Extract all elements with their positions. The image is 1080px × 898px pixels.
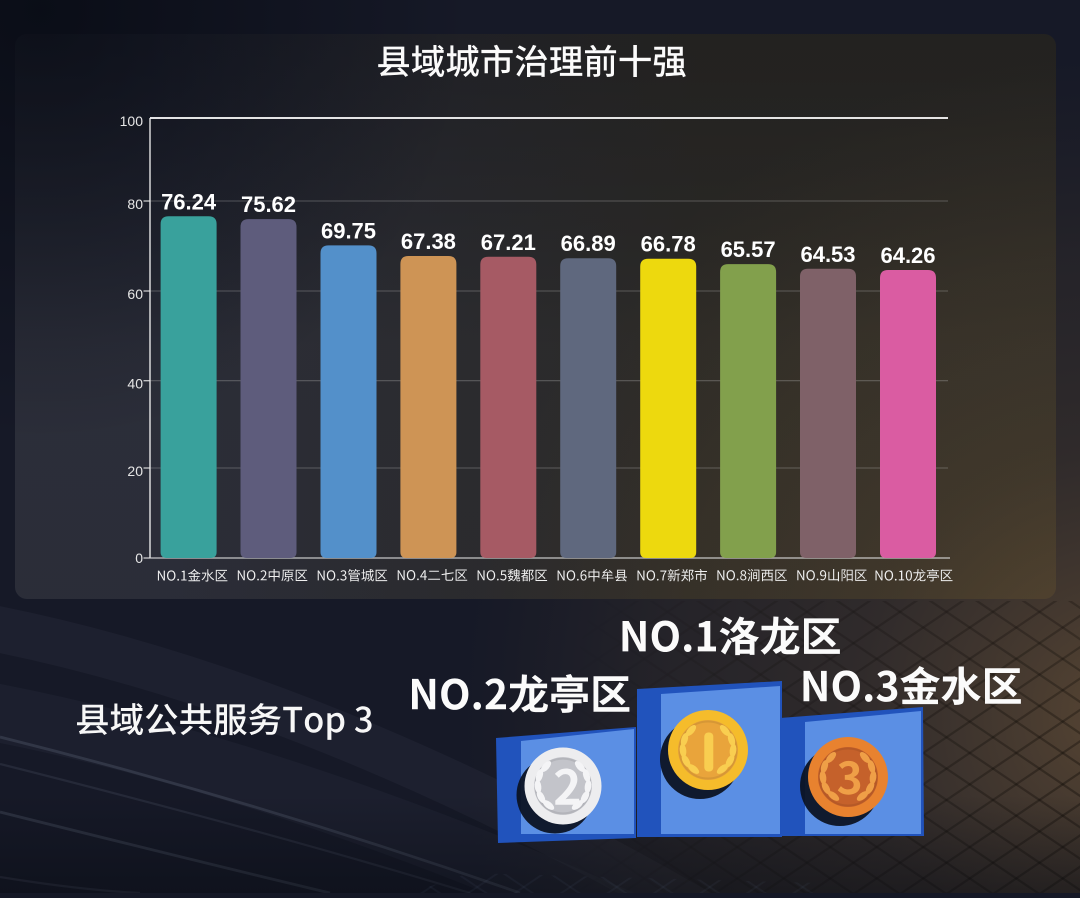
svg-text:66.78: 66.78 [641, 232, 696, 257]
svg-text:67.38: 67.38 [401, 229, 456, 254]
svg-text:64.53: 64.53 [800, 242, 855, 267]
svg-text:0: 0 [135, 550, 143, 566]
svg-text:64.26: 64.26 [880, 243, 935, 268]
svg-text:80: 80 [127, 196, 143, 212]
svg-text:69.75: 69.75 [321, 218, 376, 243]
svg-text:40: 40 [127, 376, 143, 392]
svg-text:60: 60 [127, 286, 143, 302]
svg-text:100: 100 [120, 113, 144, 129]
svg-text:76.24: 76.24 [161, 189, 217, 214]
svg-text:65.57: 65.57 [721, 237, 776, 262]
svg-text:66.89: 66.89 [561, 231, 616, 256]
svg-text:67.21: 67.21 [481, 230, 536, 255]
svg-text:75.62: 75.62 [241, 192, 296, 217]
svg-text:20: 20 [127, 463, 143, 479]
